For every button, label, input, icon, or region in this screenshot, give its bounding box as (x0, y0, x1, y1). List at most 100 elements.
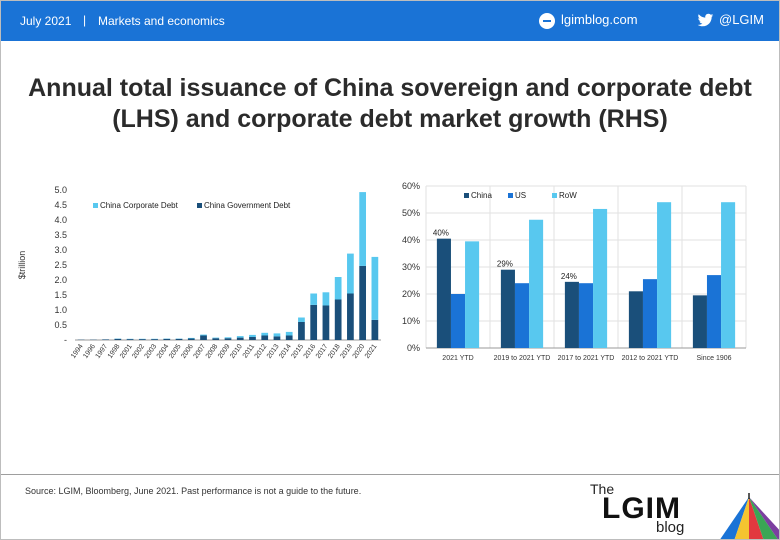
right-growth-chart: 0% 10% 20% 30% 40% 50% 60% 40% 2021 YTD 29% 2019 t… (402, 181, 747, 362)
government-debt-bar (334, 299, 342, 340)
corporate-debt-bar (249, 334, 256, 337)
x-tick-label: 2020 (352, 343, 367, 360)
y-tick-label: 4.5 (54, 200, 67, 210)
chart-title: Annual total issuance of China sovereign… (28, 74, 752, 133)
government-debt-bar (298, 322, 305, 340)
lgim-blog-logo: The LGIM blog (584, 481, 779, 539)
corporate-debt-bar (200, 334, 207, 336)
y-tick-label: 20% (402, 289, 420, 299)
y-tick-label: 50% (402, 208, 420, 218)
corporate-debt-bar (310, 293, 318, 305)
us-bar (450, 294, 466, 348)
government-debt-bar (261, 335, 269, 340)
x-tick-label: 2003 (144, 343, 159, 360)
y-tick-label: 30% (402, 262, 420, 272)
header-date: July 2021 (20, 14, 72, 28)
corporate-debt-bar (212, 337, 220, 339)
government-debt-bar (102, 339, 109, 340)
twitter-bird-icon (697, 13, 714, 27)
legend-entry: China Corporate Debt (100, 201, 179, 210)
us-bar (514, 283, 530, 348)
corporate-debt-bar (273, 333, 281, 337)
x-tick-label: 2007 (192, 343, 207, 360)
y-tick-label: 2.0 (54, 275, 67, 285)
china-bar (436, 238, 451, 348)
government-debt-bar (322, 305, 330, 340)
logo-the-text: The (590, 481, 615, 497)
y-tick-label: 40% (402, 235, 420, 245)
corporate-debt-bar (347, 253, 354, 294)
government-debt-bar (224, 338, 232, 340)
legend-entry: China Government Debt (204, 201, 291, 210)
x-tick-label: 2004 (156, 343, 171, 360)
government-debt-bar (347, 293, 354, 340)
x-tick-label: Since 1906 (696, 355, 731, 362)
data-label: 40% (433, 229, 449, 238)
legend-swatch (508, 193, 513, 198)
y-tick-label: 2.5 (54, 260, 67, 270)
header-bar: July 2021 | Markets and economics lgimbl… (1, 1, 779, 41)
x-tick-label: 2002 (131, 343, 146, 360)
us-bar (706, 275, 722, 348)
legend-entry: US (515, 191, 526, 200)
corporate-debt-bar (236, 336, 244, 338)
y-axis-label: $trillion (17, 251, 27, 280)
us-bar (642, 279, 658, 348)
legend-swatch (197, 203, 202, 208)
data-label: 29% (497, 260, 513, 269)
government-debt-bar (310, 304, 318, 340)
china-bar (564, 281, 579, 348)
government-debt-bar (236, 337, 244, 340)
legend-swatch (464, 193, 469, 198)
x-tick-label: 2013 (266, 343, 281, 360)
x-tick-label: 2019 to 2021 YTD (494, 355, 551, 362)
legend-swatch (93, 203, 98, 208)
x-tick-label: 2008 (205, 343, 220, 360)
y-tick-label: 3.0 (54, 245, 67, 255)
y-tick-label: 3.5 (54, 230, 67, 240)
government-debt-bar (273, 336, 281, 340)
x-tick-label: 2016 (303, 343, 318, 360)
x-tick-label: 2012 to 2021 YTD (622, 355, 679, 362)
y-tick-label: 1.5 (54, 290, 67, 300)
logo-blog-text: blog (656, 519, 685, 536)
government-debt-bar (371, 319, 379, 340)
government-debt-bar (187, 338, 195, 340)
x-tick-label: 2017 (315, 343, 330, 360)
y-tick-label: 10% (402, 316, 420, 326)
x-tick-label: 2015 (290, 343, 305, 360)
header-separator: | (83, 13, 87, 27)
x-tick-label: 2019 (339, 343, 354, 360)
row-bar (657, 202, 672, 348)
corporate-debt-bar (334, 277, 342, 300)
government-debt-bar (212, 338, 220, 340)
y-tick-label: 0% (407, 343, 420, 353)
x-tick-label: 2010 (229, 343, 244, 360)
corporate-debt-bar (322, 292, 330, 306)
government-debt-bar (175, 338, 183, 340)
header-section-link[interactable]: Markets and economics (98, 14, 225, 28)
website-icon (539, 13, 555, 29)
government-debt-bar (163, 338, 171, 340)
legend-entry: China (471, 191, 492, 200)
government-debt-bar (200, 335, 207, 340)
y-tick-label: 60% (402, 181, 420, 191)
china-bar (692, 295, 707, 348)
government-debt-bar (249, 337, 256, 340)
x-tick-label: 2017 to 2021 YTD (558, 355, 615, 362)
website-link[interactable]: lgimblog.com (561, 12, 638, 27)
government-debt-bar (114, 338, 122, 340)
corporate-debt-bar (224, 337, 232, 339)
government-debt-bar (126, 339, 134, 340)
corporate-debt-bar (261, 332, 269, 336)
x-tick-label: 2009 (217, 343, 232, 360)
x-tick-label: 2006 (180, 343, 195, 360)
x-tick-label: 1996 (82, 343, 97, 360)
x-tick-label: 2012 (254, 343, 269, 360)
x-tick-label: 2014 (278, 343, 293, 360)
twitter-handle-link[interactable]: @LGIM (719, 12, 764, 27)
x-tick-label: 2001 (119, 343, 134, 360)
x-tick-label: 1997 (95, 343, 110, 360)
legend-entry: RoW (559, 191, 577, 200)
legend-swatch (552, 193, 557, 198)
